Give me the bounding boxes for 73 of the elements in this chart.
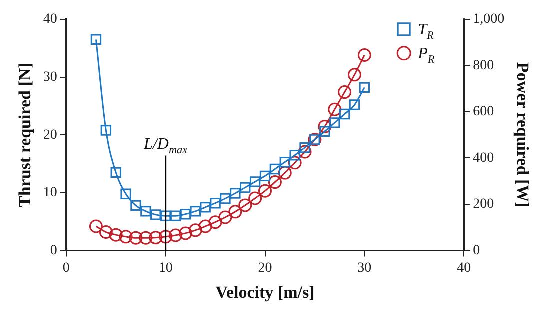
point: [89, 220, 103, 234]
point: [220, 193, 231, 204]
point: [178, 226, 192, 240]
y-tick-label: 20: [43, 128, 58, 143]
point: [160, 210, 172, 222]
point: [250, 176, 261, 188]
y2-tick-label: 800: [473, 58, 494, 74]
point: [109, 228, 123, 242]
y2-tick-label: 200: [473, 197, 494, 212]
point: [298, 145, 312, 159]
y-tick-label: 10: [43, 186, 58, 201]
point: [200, 202, 211, 213]
point: [328, 102, 342, 116]
point: [90, 34, 102, 45]
point: [348, 68, 362, 82]
point: [180, 209, 192, 220]
point: [198, 220, 212, 234]
point: [318, 120, 332, 134]
point: [248, 192, 262, 206]
point: [339, 108, 350, 120]
y-tick-label: 30: [43, 70, 58, 85]
point: [210, 198, 221, 209]
point: [330, 118, 340, 128]
x-tick-label: 20: [258, 260, 272, 276]
point: [140, 206, 152, 217]
point: [240, 182, 251, 194]
point: [338, 86, 352, 100]
point: [300, 142, 310, 154]
point: [120, 188, 132, 200]
y2-tick-label: 1,000: [473, 12, 505, 28]
point: [150, 210, 162, 220]
point: [188, 224, 202, 238]
point: [139, 231, 153, 245]
point: [280, 156, 290, 168]
x-tick-label: 40: [457, 260, 472, 276]
x-tick-label: 30: [358, 260, 372, 276]
point: [190, 206, 201, 217]
x-tick-label: 0: [62, 260, 70, 276]
point: [130, 200, 142, 212]
point: [208, 216, 222, 230]
point: [288, 156, 302, 170]
point: [170, 210, 182, 222]
point: [159, 230, 173, 244]
point: [230, 188, 241, 199]
point: [149, 231, 163, 245]
y-tick-label: 0: [50, 243, 58, 258]
point: [349, 100, 360, 110]
y2-axis-title: Power required [W]: [513, 62, 532, 208]
point: [320, 126, 330, 137]
point: [260, 170, 271, 182]
y2-tick-label: 600: [473, 104, 494, 120]
y2-tick-label: 0: [473, 243, 480, 258]
point: [228, 205, 242, 219]
point: [110, 167, 122, 178]
y-axis-title: Thrust required [N]: [16, 62, 35, 208]
y-tick-label: 40: [43, 12, 58, 28]
x-tick-label: 10: [158, 260, 173, 276]
x-axis-title: Velocity [m/s]: [216, 283, 315, 302]
point: [99, 226, 113, 240]
point: [169, 228, 183, 242]
point: [129, 231, 143, 245]
point: [100, 125, 112, 136]
point: [268, 176, 282, 190]
point: [119, 230, 133, 244]
point: [290, 150, 300, 161]
point: [218, 210, 232, 224]
point: [358, 48, 372, 62]
point: [359, 82, 370, 94]
point: [270, 164, 281, 175]
point: [258, 184, 272, 198]
y2-tick-label: 400: [473, 150, 494, 166]
point: [238, 198, 252, 212]
point: [278, 166, 292, 180]
